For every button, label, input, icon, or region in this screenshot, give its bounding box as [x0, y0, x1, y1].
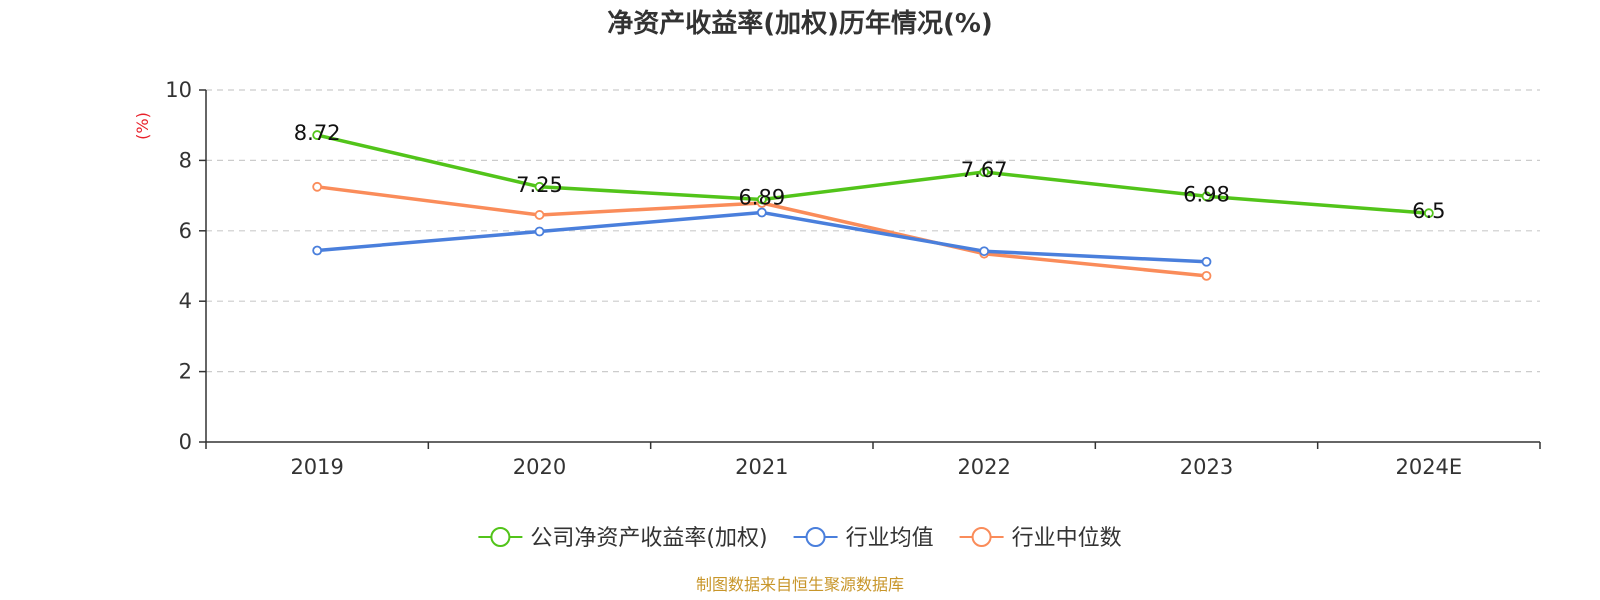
legend-item[interactable]: 行业均值	[793, 526, 934, 551]
data-point	[312, 130, 323, 140]
x-tick-label: 2023	[1180, 455, 1233, 479]
data-point	[756, 194, 767, 205]
legend-item[interactable]: 公司净资产收益率(加权)	[478, 526, 768, 551]
legend-label: 行业均值	[846, 526, 934, 551]
series-group	[312, 130, 1434, 281]
legend-label: 行业中位数	[1012, 526, 1122, 551]
x-tick-label: 2021	[735, 455, 788, 479]
data-point	[534, 181, 545, 192]
data-point	[1201, 191, 1212, 202]
source-note: 制图数据来自恒生聚源数据库	[696, 575, 904, 594]
legend-circle-icon	[490, 527, 511, 547]
data-label: 6.5	[1412, 199, 1445, 223]
legend-item[interactable]: 行业中位数	[959, 526, 1122, 551]
y-tick-labels: 0 2 4 6 8 10	[165, 78, 192, 454]
y-tick-label: 10	[165, 78, 192, 102]
x-tick-label: 2020	[513, 455, 566, 479]
chart-title: 净资产收益率(加权)历年情况(%)	[607, 8, 993, 39]
legend-label: 公司净资产收益率(加权)	[530, 526, 767, 551]
data-label: 6.98	[1183, 182, 1230, 206]
axes	[199, 89, 1541, 449]
data-point	[312, 181, 323, 192]
y-tick-label: 6	[179, 219, 192, 243]
x-tick-label: 2024E	[1395, 455, 1462, 479]
x-tick-label: 2019	[290, 455, 343, 479]
data-point	[979, 167, 990, 177]
data-point	[1201, 256, 1212, 267]
y-axis-label: (%)	[133, 112, 152, 140]
data-label: 7.25	[516, 173, 563, 197]
legend-circle-icon	[805, 527, 826, 547]
x-tick-label: 2022	[957, 455, 1010, 479]
y-tick-label: 0	[179, 430, 192, 454]
data-point	[979, 246, 990, 257]
y-tick-label: 4	[179, 289, 192, 313]
y-tick-label: 8	[179, 148, 192, 172]
series-line-1	[317, 210, 1207, 264]
data-point	[534, 210, 545, 220]
data-point	[1201, 270, 1212, 281]
legend-circle-icon	[971, 527, 992, 547]
data-label: 7.67	[961, 158, 1008, 182]
x-tick-labels: 2019 2020 2021 2022 2023 2024E	[290, 455, 1462, 479]
data-point	[534, 226, 545, 237]
data-point	[312, 245, 323, 256]
data-point	[1423, 208, 1434, 219]
y-tick-label: 2	[179, 360, 192, 384]
data-labels: 8.72 7.25 6.89 7.67 6.98 6.5	[294, 121, 1446, 223]
data-label: 8.72	[294, 121, 341, 145]
data-point	[756, 207, 767, 218]
legend[interactable]: 公司净资产收益率(加权) 行业均值 行业中位数	[478, 526, 1122, 551]
data-label: 6.89	[738, 185, 785, 209]
series-line-0	[316, 133, 1429, 215]
